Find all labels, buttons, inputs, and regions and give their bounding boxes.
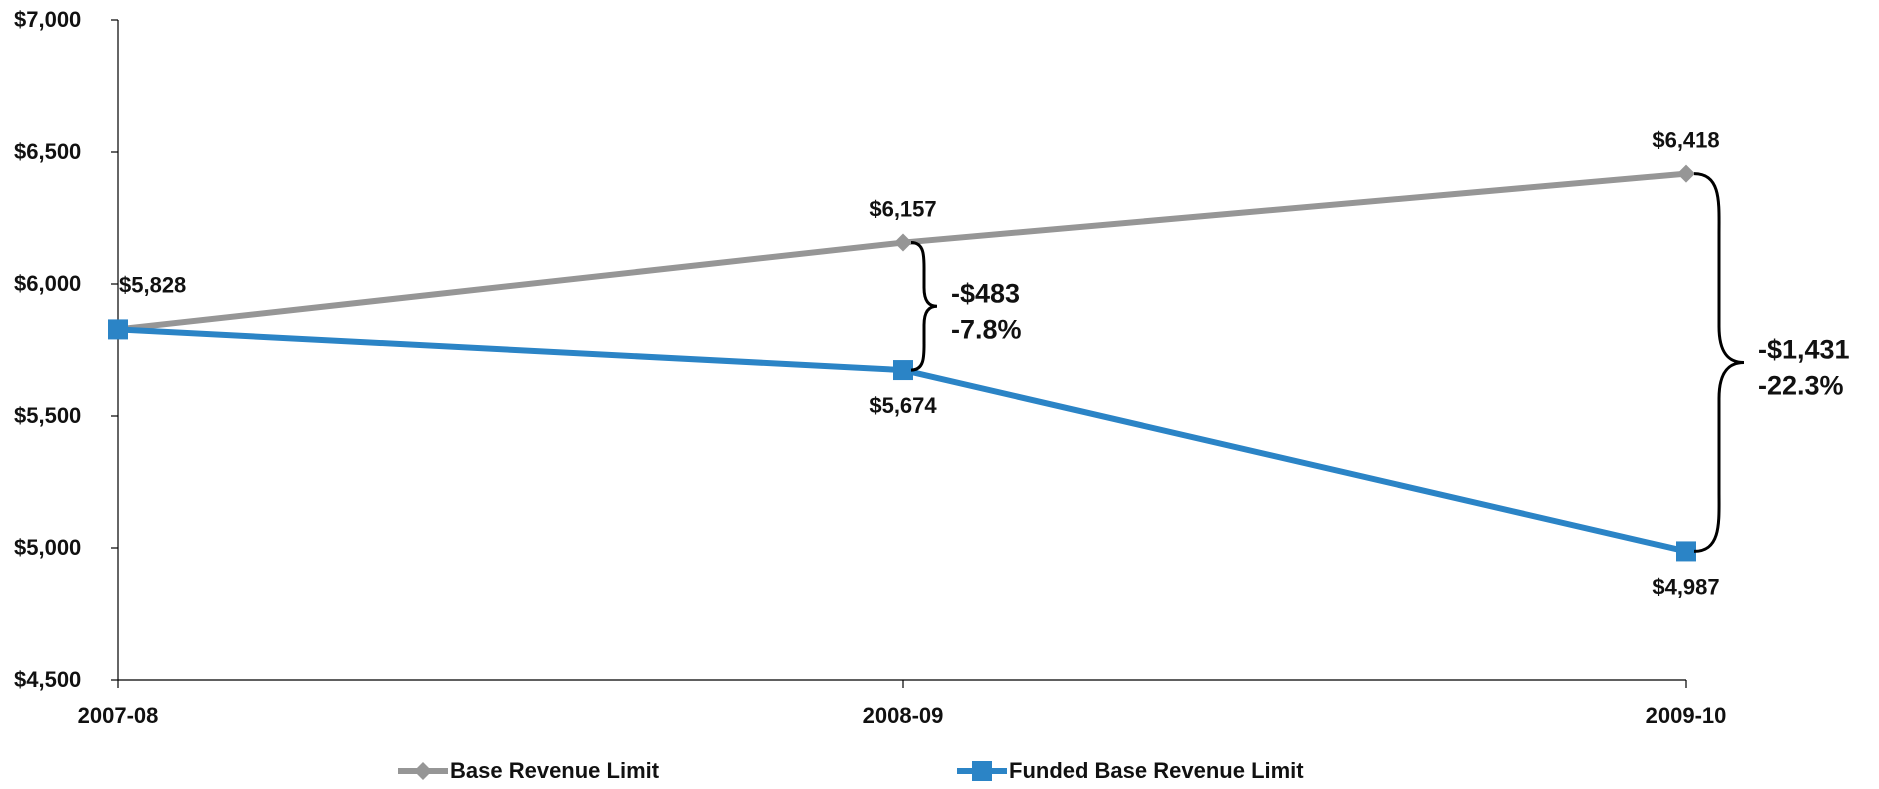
data-point-marker (108, 319, 128, 340)
x-tick-label: 2007-08 (78, 703, 159, 728)
chart-axes: $4,500 $5,000 $5,500 $6,000 $6,500 $7,000 2007… (14, 7, 1726, 728)
y-tick-label: $6,500 (14, 139, 81, 164)
gap-percent-label: -7.8% (951, 314, 1022, 344)
gap-brace (910, 241, 938, 372)
gap-annotations: -$483 -7.8% -$1,431 -22.3% (910, 172, 1850, 553)
x-tick-label: 2008-09 (863, 703, 944, 728)
y-tick-label: $7,000 (14, 7, 81, 32)
data-point-marker (894, 233, 912, 252)
data-label: $6,157 (869, 197, 936, 222)
data-label: $5,674 (869, 393, 937, 418)
y-tick-label: $5,000 (14, 535, 81, 560)
legend-marker (972, 761, 992, 781)
data-label: $5,828 (119, 272, 186, 297)
y-tick-label: $5,500 (14, 403, 81, 428)
gap-amount-label: -$1,431 (1758, 335, 1850, 365)
y-tick-label: $6,000 (14, 271, 81, 296)
data-labels: $6,157 $6,418 $5,828 $5,674 $4,987 (119, 128, 1720, 600)
x-tick-label: 2009-10 (1646, 703, 1727, 728)
gap-amount-label: -$483 (951, 278, 1020, 308)
data-point-marker (1677, 164, 1695, 183)
gap-brace (1693, 172, 1745, 553)
legend-marker (414, 762, 432, 780)
y-tick-label: $4,500 (14, 667, 81, 692)
legend-label: Base Revenue Limit (450, 758, 660, 783)
data-point-marker (893, 360, 913, 381)
legend-label: Funded Base Revenue Limit (1009, 758, 1304, 783)
data-label: $6,418 (1652, 128, 1719, 153)
gap-percent-label: -22.3% (1758, 371, 1844, 401)
series-layer (108, 164, 1696, 562)
legend: Base Revenue Limit Funded Base Revenue Li… (398, 758, 1304, 783)
data-point-marker (1676, 541, 1696, 562)
data-label: $4,987 (1652, 574, 1719, 599)
